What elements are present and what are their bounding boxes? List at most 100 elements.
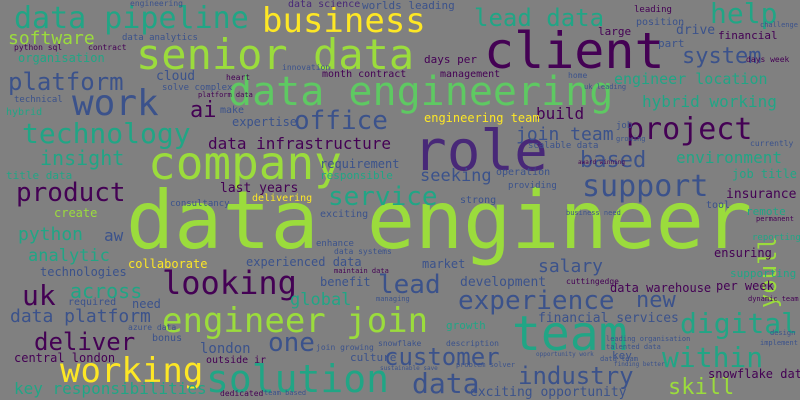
- word-financial: financial: [718, 29, 778, 42]
- word-key: key: [612, 349, 632, 362]
- word-permanent: permanent: [756, 215, 794, 223]
- word-data-pipeline: data pipeline: [14, 1, 249, 36]
- word-platform-data: platform data: [198, 91, 253, 99]
- word-need: need: [132, 297, 161, 311]
- word-talented-data: talented data: [606, 343, 661, 351]
- word-data-infrastructure: data infrastructure: [208, 134, 392, 153]
- word-salary: salary: [538, 256, 604, 277]
- word-technical: technical: [14, 95, 63, 105]
- word-analytic: analytic: [28, 246, 110, 266]
- word-join-growing: join growing: [316, 343, 374, 352]
- word-software: software: [8, 28, 95, 49]
- word-aw: aw: [104, 226, 124, 245]
- word-team: team: [512, 306, 628, 362]
- word-financial-services: financial services: [538, 311, 679, 326]
- word-data-team: data team: [600, 355, 638, 363]
- word-consultancy: consultancy: [170, 199, 230, 209]
- word-within: within: [662, 341, 764, 374]
- word-experienced-data: experienced data: [246, 255, 362, 269]
- word-across: across: [70, 279, 143, 303]
- word-technologies: technologies: [40, 265, 127, 279]
- word-engineer-location: engineer location: [614, 70, 768, 88]
- word-operation: operation: [496, 167, 551, 178]
- word-product: product: [16, 178, 126, 208]
- word-ensuring: ensuring: [714, 246, 772, 260]
- word-remote: remote: [746, 205, 786, 218]
- word-engineer-join: engineer join: [162, 301, 429, 341]
- word-support: support: [582, 169, 709, 204]
- word-solution: solution: [206, 357, 390, 400]
- word-requirement: requirement: [320, 157, 400, 171]
- word-scalable-data: scalable data: [528, 141, 599, 151]
- word-worlds-leading: worlds leading: [362, 0, 455, 12]
- word-collaborate: collaborate: [128, 257, 208, 271]
- word-create: create: [54, 206, 98, 220]
- word-role: role: [413, 119, 548, 184]
- word-management: management: [440, 69, 501, 80]
- word-data-platform: data platform: [10, 306, 151, 327]
- word-development: development: [460, 275, 547, 290]
- word-cuttingedge: cuttingedge: [566, 277, 619, 286]
- word-managing: managing: [376, 295, 410, 303]
- word-tool: tool: [706, 200, 731, 211]
- word-description: description: [446, 339, 499, 348]
- word-benefit: benefit: [320, 275, 371, 289]
- word-senior-data: senior data: [136, 30, 415, 79]
- word-solve-complex: solve complex: [162, 83, 233, 93]
- word-snowflake: snowflake: [378, 339, 422, 348]
- word-data-engineering: data engineering: [228, 69, 614, 115]
- word-business-need: business need: [566, 209, 621, 217]
- word-outside-ir: outside ir: [206, 355, 267, 366]
- word-culture: culture: [350, 351, 397, 364]
- word-opportunity-work: opportunity work: [536, 351, 594, 358]
- word-position: position: [636, 17, 685, 28]
- word-seeking: seeking: [420, 166, 492, 186]
- word-company: company: [148, 136, 342, 190]
- word-engineering-team: engineering team: [424, 111, 540, 125]
- word-growth: growth: [446, 319, 486, 332]
- word-data-analytics: data analytics: [122, 33, 198, 43]
- word-job: job: [616, 121, 633, 131]
- word-service: service: [328, 182, 438, 212]
- word-per-week: per week: [716, 279, 774, 293]
- word-supporting: supporting: [730, 267, 797, 280]
- word-work: work: [72, 83, 159, 124]
- word-large: large: [598, 25, 632, 38]
- word-dynamic-team: dynamic team: [748, 295, 799, 303]
- word-month-contract: month contract: [322, 69, 407, 80]
- word-maintain-data: maintain data: [334, 267, 389, 275]
- word-drive: drive: [676, 23, 716, 38]
- word-data-science: data science: [288, 0, 361, 10]
- word-data-systems: data systems: [334, 247, 392, 256]
- word-bonus: bonus: [152, 333, 183, 344]
- word-help: help: [710, 0, 778, 30]
- word-environment: environment: [676, 148, 782, 167]
- word-data-warehouse: data warehouse: [610, 281, 712, 295]
- word-new: new: [636, 288, 676, 313]
- word-azure-data: azure data: [128, 323, 177, 332]
- word-design: design: [770, 329, 796, 337]
- word-sustainable-save: sustainable save: [380, 365, 438, 372]
- word-growing: growing: [616, 135, 646, 143]
- word-python-sql: python sql: [14, 43, 63, 52]
- word-join-team: join team: [516, 124, 614, 145]
- word-engineering: engineering: [130, 0, 183, 8]
- word-experience: experience: [458, 286, 615, 316]
- word-contract: contract: [88, 43, 127, 52]
- word-strong: strong: [460, 195, 497, 206]
- word-office: office: [294, 106, 388, 136]
- word-uk: uk: [22, 279, 56, 312]
- word-title-data: title data: [6, 169, 73, 182]
- word-system: system: [682, 44, 762, 69]
- word-business: business: [262, 1, 426, 41]
- word-award-winning: award winning: [578, 159, 625, 166]
- word-last-years: last years: [220, 181, 299, 196]
- word-reporting: reporting: [752, 233, 800, 243]
- word-expertise: expertise: [232, 115, 298, 129]
- word-providing: providing: [508, 181, 557, 191]
- word-client: client: [484, 22, 665, 80]
- word-organisation: organisation: [18, 51, 105, 65]
- word-project: project: [626, 112, 753, 147]
- word-based: based: [580, 148, 647, 173]
